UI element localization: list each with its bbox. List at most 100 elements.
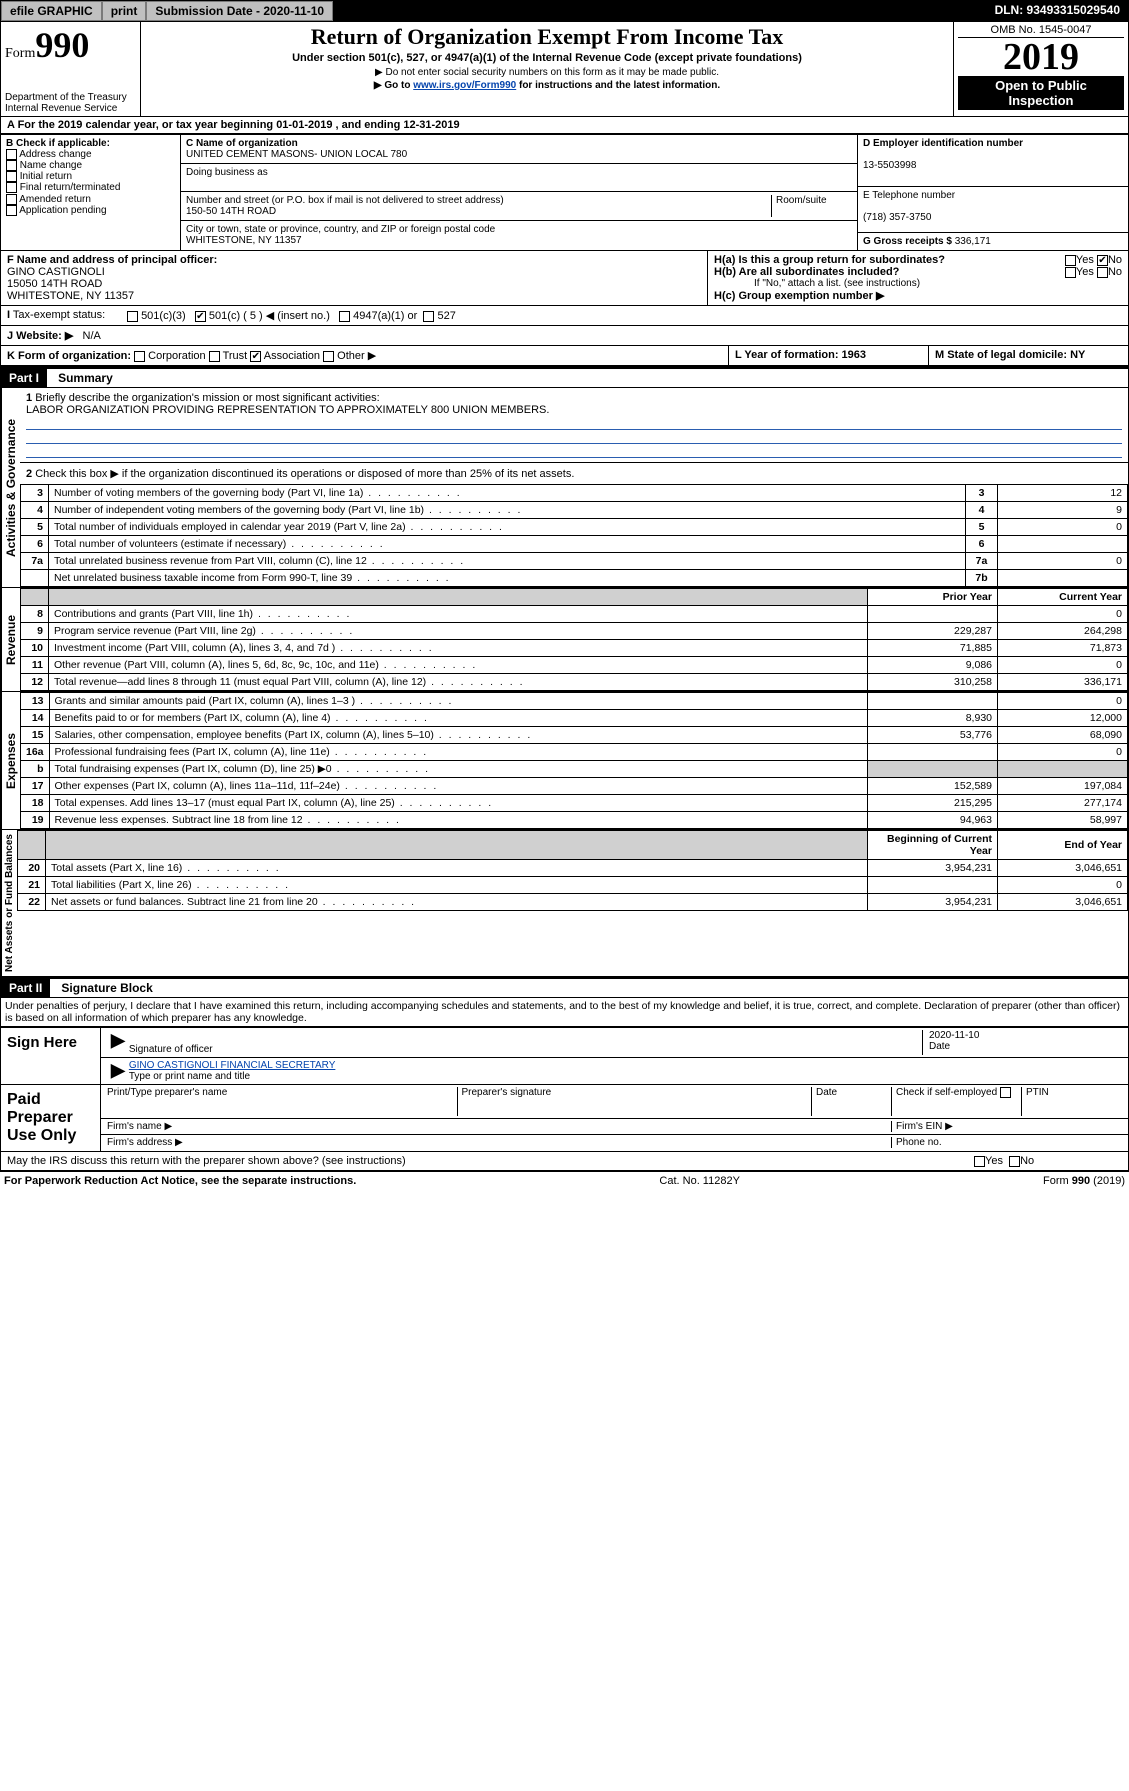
efile-button[interactable]: efile GRAPHIC [1,1,102,21]
b-opt-4: Amended return [19,194,91,205]
firm-name-lbl: Firm's name ▶ [107,1121,172,1132]
top-bar: efile GRAPHIC print Submission Date - 20… [0,0,1129,22]
footer-left: For Paperwork Reduction Act Notice, see … [4,1175,356,1187]
ha-yes-checkbox[interactable] [1065,255,1076,266]
dept-treasury: Department of the Treasury [5,92,136,103]
k-assoc-checkbox[interactable] [250,351,261,362]
pp-check-lbl: Check if self-employed [896,1087,997,1098]
b-opt-address-change[interactable]: Address change [6,149,175,160]
b-header: B Check if applicable: [6,138,175,149]
rev-table: Prior Year Current Year 8Contributions a… [20,588,1128,691]
tab-revenue: Revenue [1,588,20,691]
i-501c-checkbox[interactable] [195,311,206,322]
b-opt-initial-return[interactable]: Initial return [6,171,175,182]
note-ssn: ▶ Do not enter social security numbers o… [147,67,947,78]
type-name-lbl: Type or print name and title [129,1071,250,1082]
hc-lbl: H(c) Group exemption number ▶ [714,290,884,302]
section-c: C Name of organization UNITED CEMENT MAS… [181,135,858,250]
b-opt-name-change[interactable]: Name change [6,160,175,171]
ein-value: 13-5503998 [863,160,916,171]
table-row: 17Other expenses (Part IX, column (A), l… [21,778,1128,795]
pp-name-lbl: Print/Type preparer's name [107,1087,227,1098]
sign-here: Sign Here [1,1028,101,1084]
room-lbl: Room/suite [776,195,827,206]
rule-1 [26,416,1122,430]
k-trust-checkbox[interactable] [209,351,220,362]
discuss-row: May the IRS discuss this return with the… [0,1152,1129,1171]
i-527-checkbox[interactable] [423,311,434,322]
note-goto: ▶ Go to www.irs.gov/Form990 for instruct… [147,80,947,91]
table-row: 10Investment income (Part VIII, column (… [21,640,1128,657]
col-prior: Prior Year [868,589,998,606]
date-lbl: Date [929,1041,950,1052]
firm-ein-lbl: Firm's EIN ▶ [896,1121,953,1132]
irs-link[interactable]: www.irs.gov/Form990 [413,80,516,91]
self-employed-checkbox[interactable] [1000,1087,1011,1098]
ha-yes: Yes [1076,254,1094,266]
ha-no-checkbox[interactable] [1097,255,1108,266]
k-lbl: K Form of organization: [7,350,131,362]
table-row: 19Revenue less expenses. Subtract line 1… [21,812,1128,829]
section-revenue: Revenue Prior Year Current Year 8Contrib… [0,587,1129,691]
form-title: Return of Organization Exempt From Incom… [147,24,947,50]
i-4947: 4947(a)(1) or [353,310,417,322]
table-row: 18Total expenses. Add lines 13–17 (must … [21,795,1128,812]
i-501c3-checkbox[interactable] [127,311,138,322]
ha-lbl: H(a) Is this a group return for subordin… [714,254,945,266]
hb-yes-checkbox[interactable] [1065,267,1076,278]
table-row: 7aTotal unrelated business revenue from … [21,553,1128,570]
topbar-spacer [333,1,986,21]
b-opt-amended[interactable]: Amended return [6,194,175,205]
gross-lbl: G Gross receipts $ [863,236,952,247]
k-corp-checkbox[interactable] [134,351,145,362]
gov-table: 3Number of voting members of the governi… [20,484,1128,587]
hb-no-checkbox[interactable] [1097,267,1108,278]
print-button[interactable]: print [102,1,147,21]
b-opt-1: Name change [20,160,82,171]
b-opt-application-pending[interactable]: Application pending [6,205,175,216]
table-row: bTotal fundraising expenses (Part IX, co… [21,761,1128,778]
rule-2 [26,430,1122,444]
ein-lbl: D Employer identification number [863,138,1023,149]
discuss-no-checkbox[interactable] [1009,1156,1020,1167]
b-opt-final-return[interactable]: Final return/terminated [6,182,175,193]
hb-note: If "No," attach a list. (see instruction… [714,278,1122,289]
table-row: 15Salaries, other compensation, employee… [21,727,1128,744]
footer-right: Form 990 (2019) [1043,1175,1125,1187]
i-lbl: Tax-exempt status: [13,309,105,321]
rule-3 [26,444,1122,458]
note-goto-post: for instructions and the latest informat… [516,80,720,91]
section-d-e-g: D Employer identification number 13-5503… [858,135,1128,250]
table-row: 4Number of independent voting members of… [21,502,1128,519]
col-end: End of Year [998,831,1128,860]
i-527: 527 [437,310,455,322]
tab-net-assets: Net Assets or Fund Balances [1,830,17,976]
band-a-text: A For the 2019 calendar year, or tax yea… [7,119,460,131]
officer-addr1: 15050 14TH ROAD [7,278,102,290]
k-other: Other ▶ [337,350,376,362]
org-address: 150-50 14TH ROAD [186,206,276,217]
footer-cat: Cat. No. 11282Y [659,1175,740,1187]
city-lbl: City or town, state or province, country… [186,224,495,235]
row-j: J Website: ▶ N/A [0,326,1129,346]
f-lbl: F Name and address of principal officer: [7,254,217,266]
shade-cell [49,589,868,606]
table-row: 5Total number of individuals employed in… [21,519,1128,536]
row-f-h: F Name and address of principal officer:… [0,251,1129,306]
c-name-lbl: C Name of organization [186,138,298,149]
discuss-yes-checkbox[interactable] [974,1156,985,1167]
i-4947-checkbox[interactable] [339,311,350,322]
table-row: 11Other revenue (Part VIII, column (A), … [21,657,1128,674]
j-lbl: J Website: ▶ [7,330,73,342]
officer-typed-name[interactable]: GINO CASTIGNOLI FINANCIAL SECRETARY [129,1060,336,1071]
sig-date: 2020-11-10 [929,1030,979,1041]
table-row: 14Benefits paid to or for members (Part … [21,710,1128,727]
k-other-checkbox[interactable] [323,351,334,362]
addr-lbl: Number and street (or P.O. box if mail i… [186,195,504,206]
part1-title: Summary [58,371,113,385]
part2-hdr: Part II [1,979,50,997]
table-row: 16aProfessional fundraising fees (Part I… [21,744,1128,761]
row-i: I Tax-exempt status: 501(c)(3) 501(c) ( … [0,306,1129,326]
page-footer: For Paperwork Reduction Act Notice, see … [0,1171,1129,1190]
table-row: 21Total liabilities (Part X, line 26)0 [18,877,1128,894]
